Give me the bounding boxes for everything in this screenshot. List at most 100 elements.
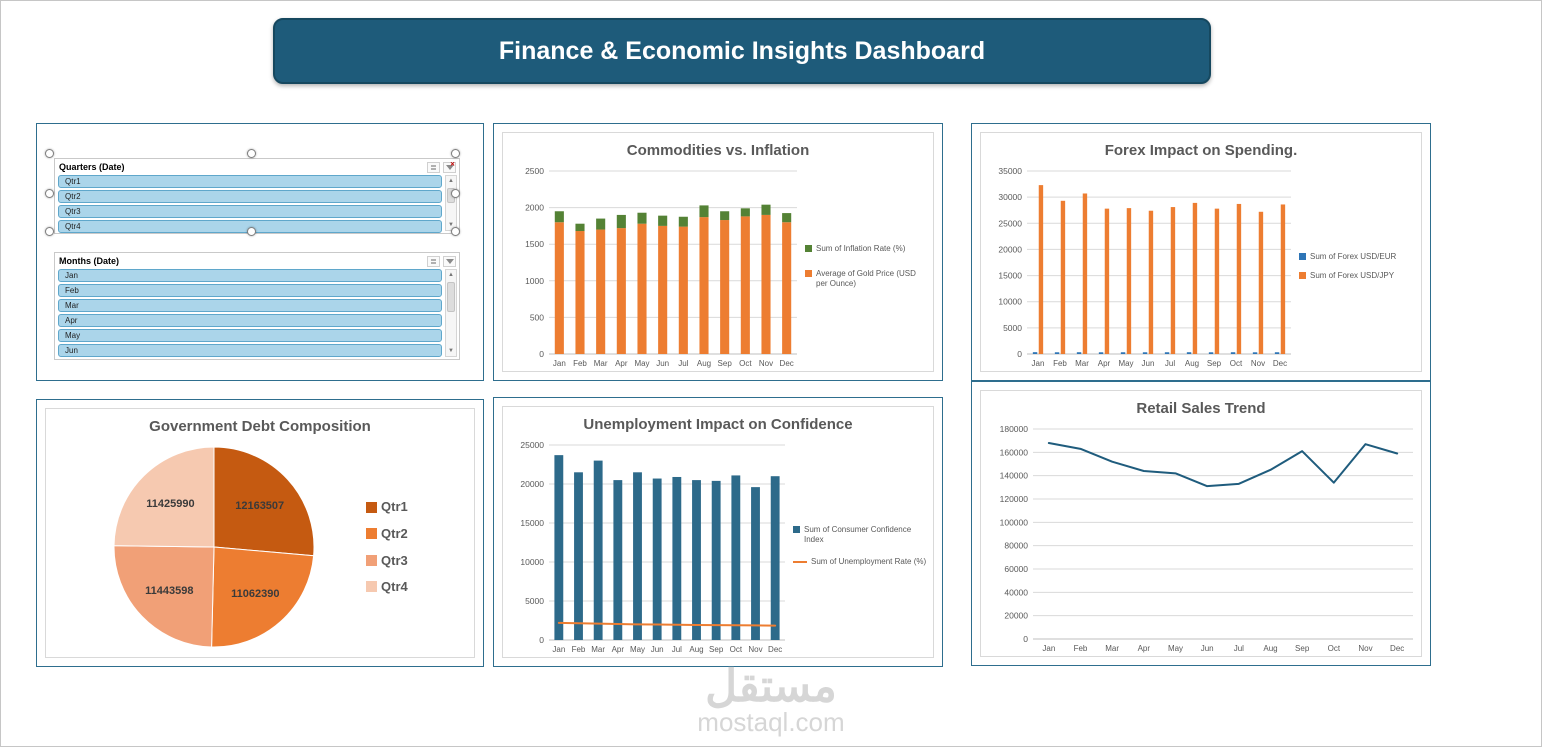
svg-text:15000: 15000 bbox=[520, 518, 544, 528]
svg-text:Aug: Aug bbox=[1185, 359, 1199, 368]
svg-text:5000: 5000 bbox=[1003, 323, 1022, 333]
svg-text:120000: 120000 bbox=[1000, 494, 1029, 504]
svg-text:Oct: Oct bbox=[1230, 359, 1243, 368]
svg-text:Jan: Jan bbox=[553, 359, 566, 368]
legend-item: Sum of Forex USD/JPY bbox=[1299, 271, 1415, 281]
svg-text:0: 0 bbox=[1017, 349, 1022, 359]
svg-text:Jul: Jul bbox=[1165, 359, 1175, 368]
quarters-slicer-icons: ≣ ✕ bbox=[427, 161, 456, 173]
svg-text:20000: 20000 bbox=[520, 479, 544, 489]
slicer-panel: Quarters (Date) ≣ ✕ Qtr1 Qtr2 Qtr3 Qtr4 ▲ ▼… bbox=[36, 123, 484, 381]
slicer-item-qtr1[interactable]: Qtr1 bbox=[58, 175, 442, 188]
months-slicer[interactable]: Months (Date) ≣ Jan Feb Mar Apr May Jun ▲ ▼ bbox=[54, 252, 460, 360]
svg-text:Sep: Sep bbox=[1295, 644, 1310, 653]
slicer-item-feb[interactable]: Feb bbox=[58, 284, 442, 297]
svg-text:140000: 140000 bbox=[1000, 471, 1029, 481]
selection-handle[interactable] bbox=[451, 149, 460, 158]
selection-handle[interactable] bbox=[451, 227, 460, 236]
debt-pie-plot: 12163507 11062390 11443598 11425990 bbox=[46, 437, 366, 657]
svg-text:Mar: Mar bbox=[1105, 644, 1119, 653]
svg-text:Feb: Feb bbox=[573, 359, 587, 368]
svg-text:May: May bbox=[1168, 644, 1183, 653]
clear-filter-icon[interactable] bbox=[443, 255, 456, 267]
slicer-item-qtr2[interactable]: Qtr2 bbox=[58, 190, 442, 203]
scroll-up-icon[interactable]: ▲ bbox=[448, 272, 454, 278]
legend-label: Qtr4 bbox=[381, 579, 408, 595]
selection-handle[interactable] bbox=[45, 227, 54, 236]
slicer-item-jun[interactable]: Jun bbox=[58, 344, 442, 357]
quarters-scrollbar[interactable]: ▲ ▼ bbox=[445, 175, 457, 231]
svg-text:Aug: Aug bbox=[689, 645, 703, 654]
svg-text:35000: 35000 bbox=[998, 166, 1022, 176]
selection-handle[interactable] bbox=[451, 189, 460, 198]
svg-text:Sep: Sep bbox=[718, 359, 733, 368]
scroll-down-icon[interactable]: ▼ bbox=[448, 348, 454, 354]
retail-chart-box: Retail Sales Trend 0 20000 40000 60000 80000… bbox=[980, 390, 1422, 657]
funnel-icon bbox=[445, 258, 454, 264]
svg-text:Nov: Nov bbox=[748, 645, 762, 654]
svg-text:12163507: 12163507 bbox=[235, 500, 284, 512]
legend-item: Qtr1 bbox=[366, 499, 468, 515]
scroll-up-icon[interactable]: ▲ bbox=[448, 178, 454, 184]
legend-item: Sum of Forex USD/EUR bbox=[1299, 252, 1415, 262]
legend-item: Sum of Unemployment Rate (%) bbox=[793, 557, 927, 567]
watermark-arabic: مستقل bbox=[705, 662, 837, 711]
svg-text:20000: 20000 bbox=[998, 244, 1022, 254]
retail-panel: Retail Sales Trend 0 20000 40000 60000 80000… bbox=[971, 381, 1431, 666]
svg-text:Jul: Jul bbox=[672, 645, 682, 654]
selection-handle[interactable] bbox=[247, 227, 256, 236]
retail-plot: 0 20000 40000 60000 80000 100000 120000 140000 1… bbox=[981, 419, 1421, 656]
svg-text:10000: 10000 bbox=[520, 557, 544, 567]
page-title: Finance & Economic Insights Dashboard bbox=[498, 36, 986, 65]
quarters-slicer[interactable]: Quarters (Date) ≣ ✕ Qtr1 Qtr2 Qtr3 Qtr4 ▲ ▼ bbox=[54, 158, 460, 234]
legend-item: Average of Gold Price (USD per Ounce) bbox=[805, 269, 927, 288]
legend-item: Sum of Consumer Confidence Index bbox=[793, 525, 927, 544]
legend-item: Qtr4 bbox=[366, 579, 468, 595]
slicer-item-mar[interactable]: Mar bbox=[58, 299, 442, 312]
slicer-item-qtr3[interactable]: Qtr3 bbox=[58, 205, 442, 218]
svg-text:1000: 1000 bbox=[525, 276, 544, 286]
commodities-panel: Commodities vs. Inflation 0 500 1000 1500 20… bbox=[493, 123, 943, 381]
scroll-thumb[interactable] bbox=[447, 282, 455, 312]
debt-legend: Qtr1 Qtr2 Qtr3 Qtr4 bbox=[366, 437, 474, 657]
legend-label: Sum of Consumer Confidence Index bbox=[804, 525, 912, 544]
svg-text:5000: 5000 bbox=[525, 596, 544, 606]
dashboard-title-banner: Finance & Economic Insights Dashboard bbox=[273, 18, 1211, 84]
svg-text:Mar: Mar bbox=[591, 645, 605, 654]
forex-legend: Sum of Forex USD/EUR Sum of Forex USD/JPY bbox=[1299, 161, 1421, 371]
months-slicer-title: Months (Date) bbox=[59, 256, 119, 266]
debt-chart-title: Government Debt Composition bbox=[149, 418, 371, 435]
scroll-down-icon[interactable]: ▼ bbox=[448, 222, 454, 228]
months-slicer-header: Months (Date) ≣ bbox=[55, 253, 459, 268]
legend-swatch bbox=[366, 581, 377, 593]
slicer-item-apr[interactable]: Apr bbox=[58, 314, 442, 327]
selection-handle[interactable] bbox=[45, 189, 54, 198]
svg-text:2500: 2500 bbox=[525, 166, 544, 176]
svg-text:Aug: Aug bbox=[1263, 644, 1277, 653]
slicer-item-jan[interactable]: Jan bbox=[58, 269, 442, 282]
legend-swatch bbox=[805, 244, 812, 252]
svg-text:May: May bbox=[630, 645, 645, 654]
svg-text:80000: 80000 bbox=[1004, 541, 1028, 551]
svg-text:Nov: Nov bbox=[1251, 359, 1265, 368]
multiselect-icon[interactable]: ≣ bbox=[427, 255, 440, 267]
svg-text:Oct: Oct bbox=[739, 359, 752, 368]
svg-text:15000: 15000 bbox=[998, 271, 1022, 281]
svg-text:Jun: Jun bbox=[1142, 359, 1155, 368]
svg-text:Feb: Feb bbox=[1074, 644, 1088, 653]
svg-text:Dec: Dec bbox=[1390, 644, 1404, 653]
slicer-item-may[interactable]: May bbox=[58, 329, 442, 342]
svg-text:11443598: 11443598 bbox=[145, 585, 193, 597]
clear-filter-icon[interactable]: ✕ bbox=[443, 161, 456, 173]
selection-handle[interactable] bbox=[45, 149, 54, 158]
selection-handle[interactable] bbox=[247, 149, 256, 158]
multiselect-icon[interactable]: ≣ bbox=[427, 161, 440, 173]
svg-text:Feb: Feb bbox=[572, 645, 586, 654]
svg-text:0: 0 bbox=[1023, 634, 1028, 644]
svg-text:Aug: Aug bbox=[697, 359, 711, 368]
legend-label: Sum of Unemployment Rate (%) bbox=[811, 557, 927, 567]
svg-text:Jun: Jun bbox=[651, 645, 664, 654]
forex-plot: 0 5000 10000 15000 20000 25000 30000 35000 Jan Fe… bbox=[981, 161, 1299, 371]
months-scrollbar[interactable]: ▲ ▼ bbox=[445, 269, 457, 357]
scroll-track[interactable] bbox=[446, 280, 456, 346]
